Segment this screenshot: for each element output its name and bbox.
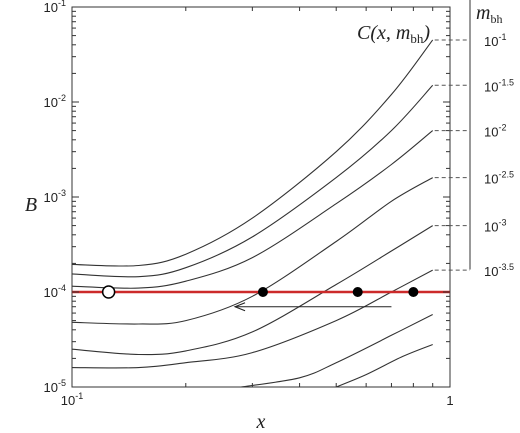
curves bbox=[72, 39, 434, 387]
filled-marker-2 bbox=[352, 287, 363, 297]
m-bh-label: 10-3 bbox=[484, 218, 506, 235]
series-curve-4 bbox=[72, 225, 433, 356]
arrow-head bbox=[233, 302, 246, 312]
x-tick-label: 1 bbox=[446, 393, 453, 408]
series-curve-6 bbox=[240, 314, 433, 387]
y-tick-label: 10-1 bbox=[44, 0, 66, 15]
plot-frame bbox=[71, 6, 451, 388]
filled-marker-3 bbox=[408, 287, 419, 297]
right-axis: 10-1 10-1.5 10-2 10-2.5 10-3 10-3.5 mbh bbox=[434, 0, 514, 279]
open-marker-0 bbox=[101, 285, 116, 299]
m-bh-label: 10-3.5 bbox=[484, 262, 514, 279]
overlay bbox=[72, 285, 450, 312]
series-curve-3 bbox=[72, 177, 433, 325]
m-bh-label: 10-1 bbox=[484, 32, 506, 49]
series-curve-2 bbox=[72, 130, 434, 289]
m-bh-axis-title: mbh bbox=[476, 2, 502, 26]
y-tick-label: 10-3 bbox=[44, 188, 66, 205]
series-curve-1 bbox=[72, 84, 434, 278]
y-tick-label: 10-2 bbox=[44, 93, 66, 110]
filled-marker-1 bbox=[257, 287, 268, 297]
y-tick-label: 10-5 bbox=[44, 378, 66, 395]
curve-label: C(x, mbh) bbox=[357, 22, 430, 46]
series-curve-5 bbox=[72, 269, 433, 369]
y-tick-label: 10-4 bbox=[44, 283, 66, 300]
ticks: 10-5 10-4 10-3 10-2 10-1 10-1 1 bbox=[44, 0, 454, 408]
m-bh-label: 10-2.5 bbox=[484, 170, 514, 187]
m-bh-label: 10-2 bbox=[484, 123, 506, 140]
m-bh-label: 10-1.5 bbox=[484, 77, 514, 94]
series-curve-0 bbox=[72, 39, 434, 267]
y-axis-title: B bbox=[25, 194, 37, 216]
series-curve-7 bbox=[335, 343, 433, 387]
x-axis-title: x bbox=[256, 411, 266, 433]
x-tick-label: 10-1 bbox=[61, 391, 83, 408]
